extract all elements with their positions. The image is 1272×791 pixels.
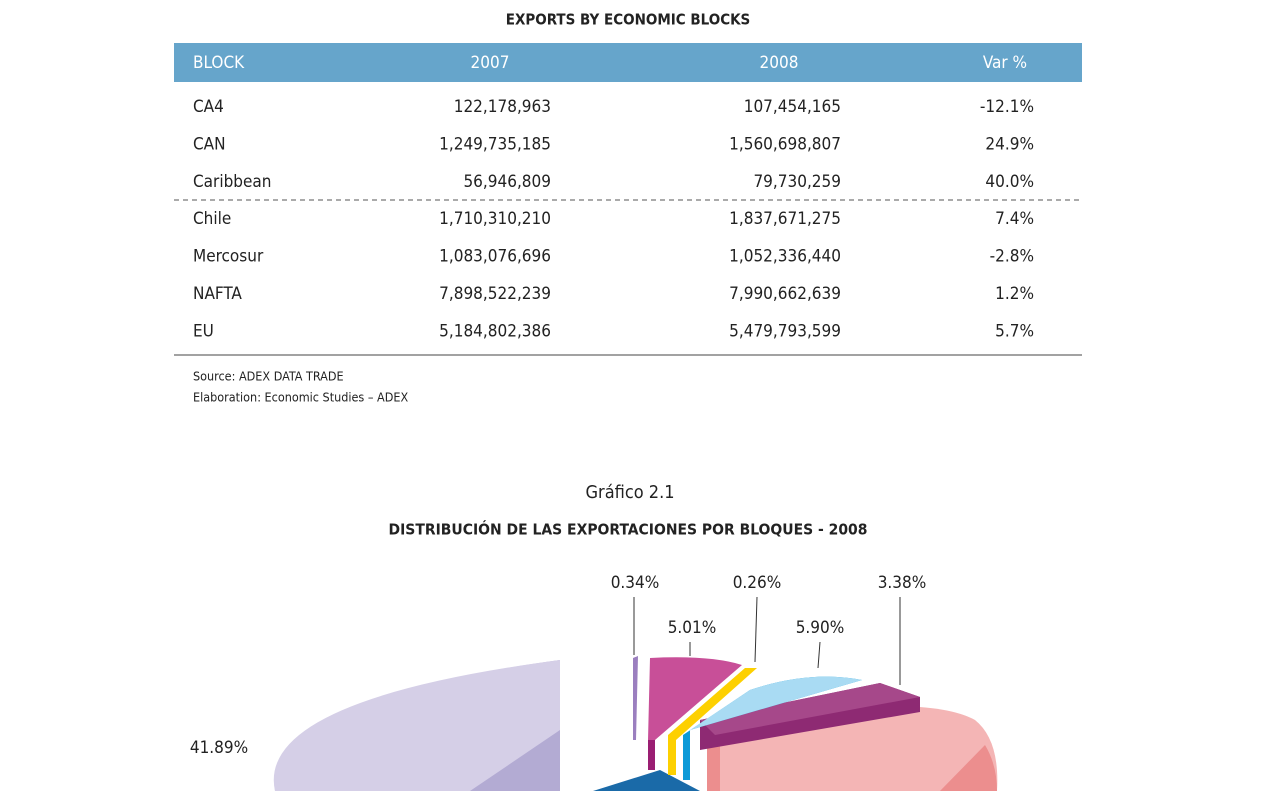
table-body: CA4 122,178,963 107,454,165 -12.1% CAN 1,249,… <box>193 97 1034 341</box>
cell: -12.1% <box>980 97 1034 117</box>
slice-side <box>940 745 997 791</box>
cell: 1,083,076,696 <box>439 247 551 267</box>
cell: 7,898,522,239 <box>439 284 551 304</box>
slice <box>668 668 757 775</box>
header-bar <box>174 43 1082 82</box>
pie-label: 41.89% <box>190 738 248 758</box>
row-label: Chile <box>193 209 231 229</box>
header-cell: Var % <box>983 53 1027 73</box>
header-cell: BLOCK <box>193 53 245 73</box>
cell: 40.0% <box>985 172 1034 192</box>
cell: 5.7% <box>995 321 1034 341</box>
pie <box>273 656 998 791</box>
slice <box>690 676 862 730</box>
pie-label: 5.01% <box>668 618 717 638</box>
table-title: EXPORTS BY ECONOMIC BLOCKS <box>506 11 751 29</box>
row-label: Caribbean <box>193 172 272 192</box>
pie-labels: 0.34% 0.26% 3.38% 5.01% 5.90% 41.89% <box>190 573 926 758</box>
slice <box>273 660 560 791</box>
cell: 56,946,809 <box>463 172 551 192</box>
cell: 1,560,698,807 <box>729 134 841 154</box>
header-cell: 2008 <box>760 53 799 73</box>
row-label: NAFTA <box>193 284 242 304</box>
slice <box>593 770 700 791</box>
cell: 107,454,165 <box>744 97 841 117</box>
pie-label: 5.90% <box>796 618 845 638</box>
pie-label: 0.26% <box>733 573 782 593</box>
row-label: Mercosur <box>193 247 264 267</box>
cell: -2.8% <box>990 247 1034 267</box>
cell: 5,184,802,386 <box>439 321 551 341</box>
cell: 122,178,963 <box>454 97 551 117</box>
cell: 24.9% <box>985 134 1034 154</box>
pie-label: 0.34% <box>611 573 660 593</box>
elaboration: Elaboration: Economic Studies – ADEX <box>193 390 409 405</box>
header: BLOCK 2007 2008 Var % <box>193 53 1027 73</box>
cell: 5,479,793,599 <box>729 321 841 341</box>
row-label: CAN <box>193 134 226 154</box>
cell: 1,710,310,210 <box>439 209 551 229</box>
leaders <box>633 596 901 685</box>
source: Source: ADEX DATA TRADE <box>193 369 344 384</box>
cell: 1,249,735,185 <box>439 134 551 154</box>
row-label: EU <box>193 321 214 341</box>
chart-title: DISTRIBUCIÓN DE LAS EXPORTACIONES POR BL… <box>389 520 868 539</box>
slice-side <box>648 740 655 770</box>
slice <box>648 657 742 770</box>
chart-caption: Gráfico 2.1 <box>585 482 674 503</box>
slice <box>633 656 638 740</box>
cell: 79,730,259 <box>753 172 841 192</box>
cell: 7,990,662,639 <box>729 284 841 304</box>
cell: 1,837,671,275 <box>729 209 841 229</box>
cell: 1.2% <box>995 284 1034 304</box>
slice <box>700 683 920 735</box>
row-label: CA4 <box>193 97 224 117</box>
pie-label: 3.38% <box>878 573 927 593</box>
cell: 7.4% <box>995 209 1034 229</box>
header-cell: 2007 <box>471 53 510 73</box>
cell: 1,052,336,440 <box>729 247 841 267</box>
